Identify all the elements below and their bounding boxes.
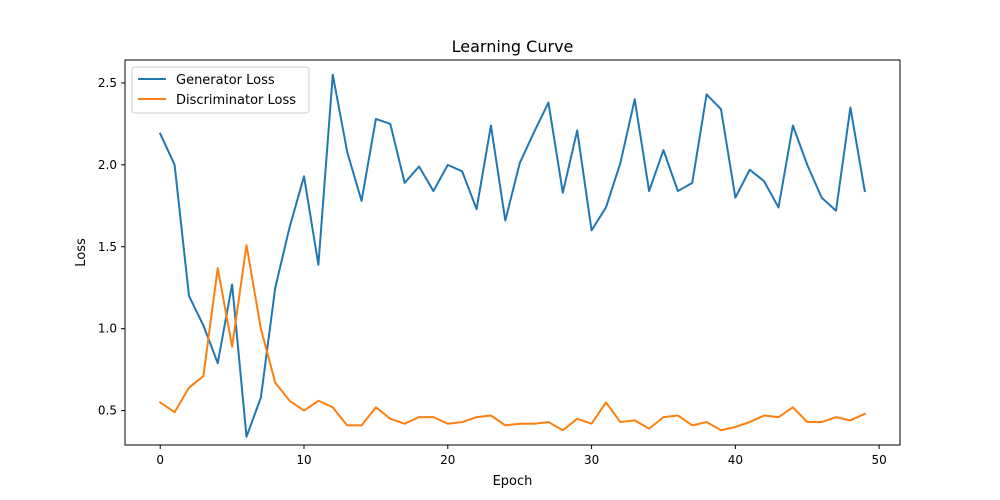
y-tick-label: 1.0: [98, 322, 117, 336]
plot-frame: [124, 59, 901, 446]
legend: Generator Loss Discriminator Loss: [131, 66, 310, 114]
plot-area: [125, 60, 900, 445]
legend-label-discriminator-loss: Discriminator Loss: [176, 93, 296, 108]
y-tick-label: 0.5: [98, 404, 117, 418]
x-tick-label: 40: [728, 453, 743, 467]
series-line-generator-loss: [158, 73, 866, 438]
x-axis: 0 10 20 30 40 50: [156, 445, 887, 467]
plot-background: [125, 60, 900, 445]
legend-box: [131, 66, 310, 114]
legend-label-generator-loss: Generator Loss: [176, 73, 275, 88]
x-tick-label: 50: [872, 453, 887, 467]
chart-title: Learning Curve: [452, 37, 574, 56]
x-axis-label: Epoch: [493, 474, 533, 489]
series-line-discriminator-loss: [158, 244, 867, 432]
x-tick-label: 30: [584, 453, 599, 467]
y-tick-label: 1.5: [98, 240, 117, 254]
y-axis: 0.5 1.0 1.5 2.0 2.5: [98, 76, 125, 418]
y-axis-label: Loss: [74, 238, 89, 267]
y-tick-label: 2.5: [98, 76, 117, 90]
y-tick-label: 2.0: [98, 158, 117, 172]
x-tick-label: 0: [156, 453, 164, 467]
x-tick-label: 20: [440, 453, 455, 467]
series-layer: [158, 73, 867, 438]
x-tick-label: 10: [296, 453, 311, 467]
